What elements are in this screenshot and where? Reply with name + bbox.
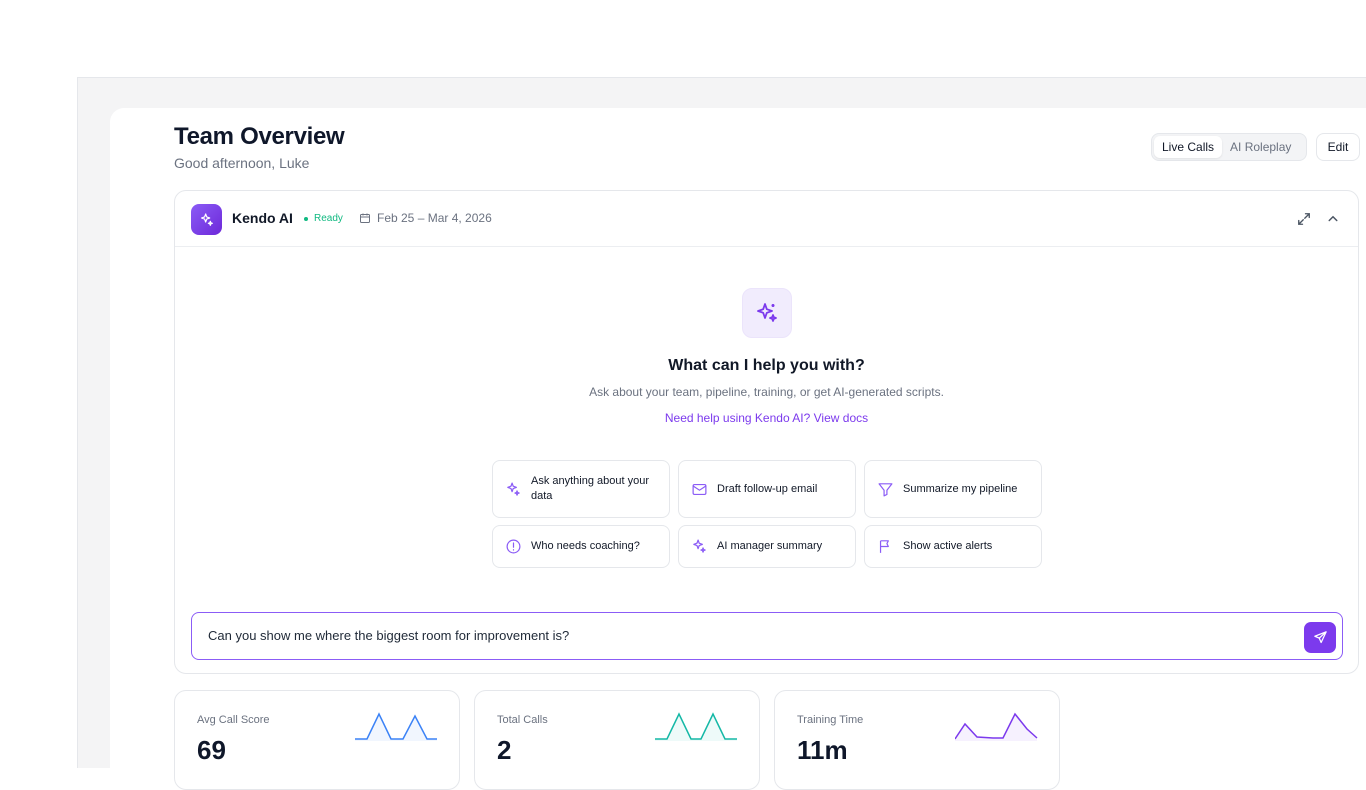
stat-label: Avg Call Score [197,714,270,726]
suggestion-label: Summarize my pipeline [903,482,1018,495]
stat-value: 2 [497,735,512,765]
help-heading: What can I help you with? [668,357,865,374]
status-badge: Ready [304,213,343,224]
sparkline-chart [955,712,1038,741]
suggestion-who-needs-coaching[interactable]: Who needs coaching? [492,525,670,568]
suggestion-label: Draft follow-up email [717,482,818,495]
filter-icon [878,482,893,496]
alert-circle-icon [506,539,521,554]
date-range[interactable]: Feb 25 – Mar 4, 2026 [359,211,492,225]
send-button[interactable] [1304,622,1336,653]
suggestion-label: Show active alerts [903,540,993,552]
chevron-up-icon[interactable] [1324,210,1342,228]
stat-label: Total Calls [497,714,548,726]
sparkles-icon [742,288,792,338]
stat-card-avg-call-score[interactable]: Avg Call Score 69 [174,690,460,790]
tab-live-calls[interactable]: Live Calls [1154,136,1223,158]
status-dot-icon [304,216,308,221]
sparkline-chart [355,712,437,741]
stat-label: Training Time [797,714,864,726]
flag-icon [879,540,889,553]
sparkles-icon [693,539,706,553]
send-icon [1313,631,1327,644]
stat-value: 11m [797,735,848,765]
suggestion-label: Who needs coaching? [531,540,640,552]
suggestion-show-alerts[interactable]: Show active alerts [864,525,1042,568]
calendar-icon [360,213,370,223]
stat-card-total-calls[interactable]: Total Calls 2 [474,690,760,790]
page-title: Team Overview [174,123,345,150]
suggestion-label: AI manager summary [717,540,823,552]
tab-ai-roleplay[interactable]: AI Roleplay [1230,140,1292,154]
assistant-header: Kendo AI Ready Feb 25 – Mar 4, 2026 [175,191,1358,247]
stat-card-training-time[interactable]: Training Time 11m [774,690,1060,790]
mail-icon [692,483,707,495]
edit-button[interactable]: Edit [1316,133,1360,161]
suggestion-ask-anything[interactable]: Ask anything about your data [492,460,670,518]
suggestion-draft-email[interactable]: Draft follow-up email [678,460,856,518]
date-range-label: Feb 25 – Mar 4, 2026 [377,211,492,225]
status-label: Ready [314,213,343,224]
sparkline-chart [655,712,737,741]
expand-icon[interactable] [1295,210,1313,228]
suggestion-label: Ask anything about your data [531,475,650,502]
kendo-logo-icon [191,204,222,235]
assistant-panel: Kendo AI Ready Feb 25 – Mar 4, 2026 What… [174,190,1359,674]
docs-link[interactable]: Need help using Kendo AI? View docs [664,411,869,425]
suggestion-ai-manager-summary[interactable]: AI manager summary [678,525,856,568]
suggestion-summarize-pipeline[interactable]: Summarize my pipeline [864,460,1042,518]
stat-value: 69 [197,735,226,765]
help-description: Ask about your team, pipeline, training,… [589,385,944,399]
chat-input[interactable] [192,613,1292,658]
assistant-name: Kendo AI [232,210,293,226]
sparkles-icon [507,482,520,496]
greeting: Good afternoon, Luke [174,155,310,171]
chat-input-container [191,612,1343,660]
view-toggle: Live Calls AI Roleplay [1151,133,1307,161]
